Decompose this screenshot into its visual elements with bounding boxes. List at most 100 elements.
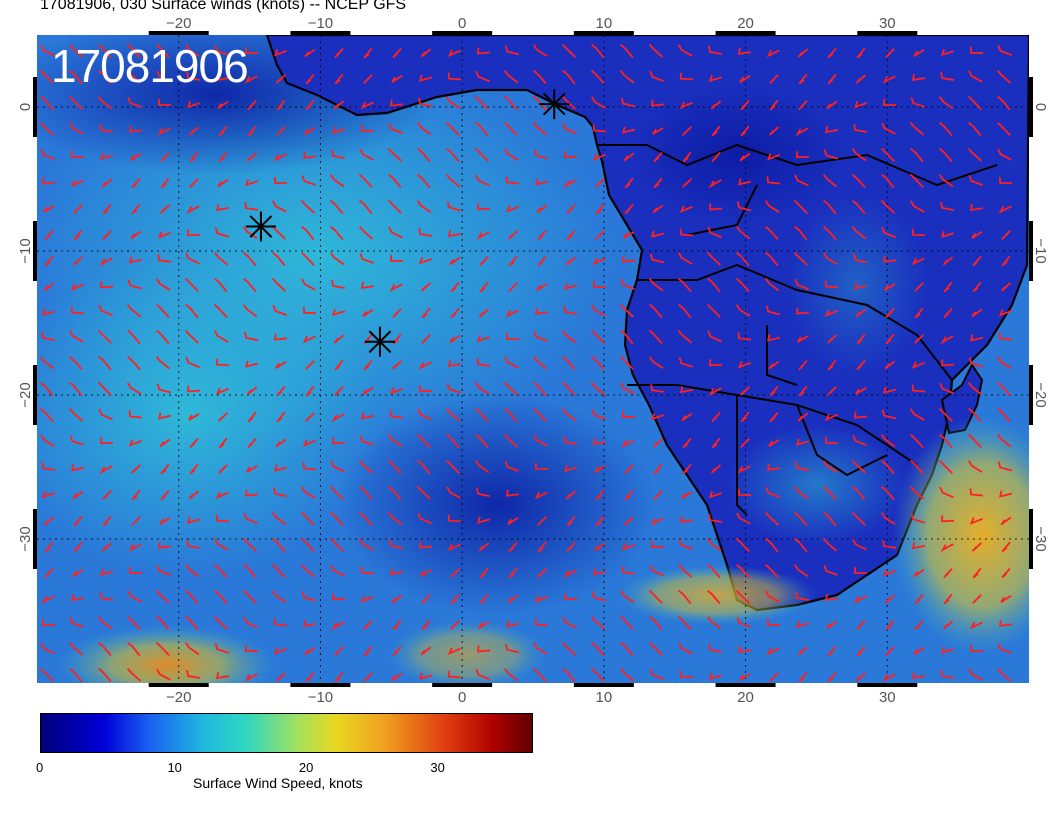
wind-barb bbox=[592, 568, 607, 576]
wind-barb bbox=[590, 329, 605, 344]
wind-barb bbox=[214, 227, 230, 238]
wind-barb bbox=[392, 619, 402, 631]
wind-barb bbox=[186, 205, 200, 215]
wind-barb bbox=[562, 69, 576, 85]
wind-barb bbox=[242, 226, 258, 240]
wind-barb bbox=[421, 307, 431, 319]
wind-barb bbox=[187, 385, 201, 393]
wind-barb bbox=[188, 413, 200, 421]
wind-barb bbox=[479, 256, 489, 267]
wind-barb bbox=[650, 413, 664, 421]
wind-barb bbox=[706, 589, 721, 605]
wind-barb bbox=[334, 385, 344, 397]
wind-barb bbox=[765, 487, 780, 498]
wind-barb bbox=[504, 45, 520, 56]
wind-barb bbox=[73, 515, 83, 527]
wind-barb bbox=[474, 460, 490, 474]
wind-barb bbox=[648, 641, 664, 656]
wind-barb bbox=[883, 99, 897, 106]
wind-barb bbox=[739, 74, 751, 84]
wind-barb bbox=[363, 47, 373, 59]
wind-barb bbox=[68, 667, 83, 683]
wind-barb bbox=[44, 255, 54, 267]
wind-barb bbox=[272, 304, 287, 316]
wind-barb bbox=[620, 97, 636, 108]
wind-barb bbox=[305, 360, 315, 370]
wind-barb bbox=[823, 149, 839, 160]
wind-barb bbox=[156, 668, 171, 681]
wind-barb bbox=[271, 590, 287, 604]
axis-tick-mark bbox=[573, 683, 634, 687]
wind-barb bbox=[997, 461, 1013, 472]
wind-barb bbox=[735, 589, 751, 604]
wind-barb bbox=[736, 563, 750, 579]
wind-map[interactable]: 17081906 bbox=[37, 35, 1029, 683]
wind-barb bbox=[156, 615, 170, 631]
axis-tick-mark bbox=[857, 683, 918, 687]
wind-barb bbox=[1001, 230, 1011, 240]
wind-barb bbox=[622, 411, 636, 418]
wind-barb bbox=[852, 538, 867, 551]
wind-barb bbox=[824, 436, 839, 445]
wind-barb bbox=[272, 487, 288, 498]
wind-barb bbox=[677, 277, 692, 293]
wind-barb bbox=[710, 100, 722, 110]
wind-barb bbox=[73, 541, 83, 553]
wind-barb bbox=[304, 646, 316, 656]
wind-barb bbox=[592, 437, 607, 446]
wind-barb bbox=[769, 385, 779, 397]
wind-barb bbox=[679, 670, 694, 679]
wind-barb bbox=[739, 152, 751, 162]
wind-barb bbox=[822, 173, 838, 188]
wind-barb bbox=[537, 541, 547, 553]
wind-barb bbox=[189, 178, 199, 189]
wind-barb bbox=[362, 308, 374, 318]
wind-barb bbox=[911, 361, 925, 369]
wind-barb bbox=[711, 151, 721, 163]
wind-barb bbox=[273, 464, 288, 472]
wind-barb bbox=[416, 433, 431, 448]
wind-barb bbox=[681, 412, 693, 422]
wind-barb bbox=[41, 491, 55, 499]
wind-barb bbox=[69, 69, 83, 85]
wind-barb bbox=[506, 332, 520, 340]
wind-barb bbox=[97, 641, 112, 657]
wind-barb bbox=[131, 203, 141, 215]
wind-barb bbox=[534, 618, 549, 627]
wind-barb bbox=[536, 282, 548, 292]
wind-barb bbox=[565, 256, 577, 266]
wind-barb bbox=[130, 152, 142, 162]
wind-barb bbox=[503, 95, 518, 111]
wind-barb bbox=[157, 231, 171, 239]
wind-barb bbox=[275, 672, 287, 682]
wind-barb bbox=[301, 175, 316, 186]
wind-barb bbox=[391, 360, 403, 370]
wind-barb bbox=[271, 563, 286, 579]
wind-barb bbox=[276, 99, 286, 111]
wind-barb bbox=[562, 667, 576, 683]
wind-barb bbox=[69, 617, 84, 628]
wind-barb bbox=[102, 203, 112, 215]
wind-barb bbox=[40, 148, 55, 161]
wind-barb bbox=[184, 277, 199, 292]
wind-barb bbox=[392, 47, 402, 59]
wind-barb bbox=[363, 359, 373, 371]
wind-barb bbox=[677, 329, 693, 344]
wind-barb bbox=[708, 179, 722, 189]
wind-barb bbox=[362, 386, 374, 396]
wind-barb bbox=[477, 645, 491, 653]
wind-barb bbox=[852, 485, 866, 501]
wind-barb bbox=[737, 47, 752, 55]
wind-barb bbox=[826, 100, 838, 110]
wind-barb bbox=[332, 593, 346, 601]
wind-barb bbox=[766, 334, 781, 342]
wind-barb bbox=[913, 568, 925, 578]
wind-barb bbox=[855, 308, 867, 318]
wind-barb bbox=[739, 386, 751, 396]
wind-barb bbox=[998, 205, 1012, 214]
wind-barb bbox=[827, 386, 837, 396]
wind-barb bbox=[648, 589, 663, 604]
wind-barb bbox=[532, 122, 548, 136]
wind-barb bbox=[735, 226, 751, 240]
wind-barb bbox=[213, 589, 228, 605]
